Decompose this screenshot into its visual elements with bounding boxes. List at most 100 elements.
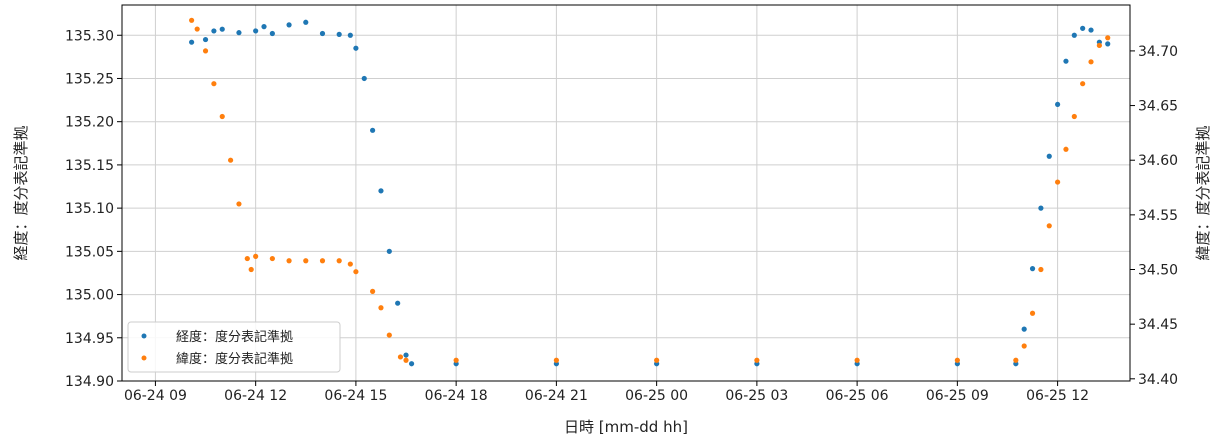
data-point: [386, 332, 392, 338]
y-left-tick-label: 134.90: [65, 374, 114, 390]
legend-label-latitude: 緯度：度分表記準拠: [176, 351, 293, 367]
data-point: [403, 352, 409, 358]
plot-frame: [121, 4, 1131, 382]
x-tick-label: 06-25 00: [625, 388, 688, 404]
x-tick-label: 06-24 15: [324, 388, 387, 404]
data-point: [1038, 266, 1044, 273]
data-point: [378, 305, 384, 311]
data-point: [253, 253, 259, 259]
data-point: [1046, 153, 1052, 159]
data-point: [408, 361, 415, 367]
data-point: [1055, 179, 1061, 185]
data-point: [386, 248, 392, 254]
legend: 経度：度分表記準拠 緯度：度分表記準拠: [127, 321, 341, 373]
data-point: [319, 30, 326, 37]
x-tick-label: 06-25 03: [725, 388, 788, 404]
data-point: [227, 157, 234, 163]
data-point: [1088, 27, 1094, 33]
data-point: [303, 258, 309, 264]
x-tick-label: 06-24 21: [525, 388, 588, 404]
legend-marker-latitude: [141, 355, 147, 361]
data-point: [353, 269, 359, 275]
y-right-tick-label: 34.50: [1138, 263, 1178, 279]
y-left-tick-label: 135.30: [65, 28, 114, 44]
data-point: [1105, 41, 1111, 47]
data-point: [211, 28, 217, 34]
data-point: [261, 24, 267, 30]
data-point: [1071, 32, 1077, 38]
data-point: [202, 48, 209, 54]
data-point: [236, 30, 242, 36]
data-point: [1055, 101, 1061, 108]
y-left-tick-label: 135.05: [65, 244, 114, 260]
data-point: [202, 36, 209, 43]
legend-marker-longitude: [141, 333, 147, 339]
data-point: [286, 22, 292, 28]
y-right-axis-ticks: 34.40 34.45 34.50 34.55 34.60 34.65 34.70: [1130, 44, 1178, 388]
y-left-axis-label: 経度：度分表記準拠: [12, 125, 30, 260]
y-left-tick-label: 135.20: [65, 115, 114, 131]
data-point: [1063, 146, 1069, 152]
data-point: [403, 357, 409, 363]
data-point: [189, 17, 195, 23]
y-right-tick-label: 34.70: [1138, 44, 1178, 60]
data-point: [269, 255, 275, 262]
data-point: [654, 357, 660, 363]
data-point: [303, 19, 309, 25]
data-point: [286, 258, 292, 264]
y-left-tick-label: 135.00: [65, 288, 114, 304]
data-point: [1046, 223, 1052, 229]
data-point: [1071, 113, 1077, 120]
data-point: [253, 28, 259, 34]
data-point: [1105, 35, 1111, 41]
data-point: [189, 39, 195, 45]
data-point: [353, 45, 359, 51]
data-point: [269, 30, 275, 37]
data-point: [1021, 326, 1027, 332]
data-point: [1013, 357, 1019, 363]
data-point: [1080, 25, 1086, 31]
y-right-tick-label: 34.45: [1138, 317, 1178, 333]
data-point: [1021, 343, 1027, 349]
legend-box: [127, 321, 341, 373]
y-left-axis-ticks: 134.90 134.95 135.00 135.05 135.10 135.15 135.…: [65, 28, 122, 390]
data-point: [1063, 58, 1069, 64]
y-left-tick-label: 135.25: [65, 71, 114, 87]
data-point: [395, 300, 401, 306]
data-point: [211, 81, 217, 87]
data-point: [854, 357, 860, 363]
series-points: [189, 17, 1111, 367]
data-point: [236, 201, 242, 207]
y-right-tick-label: 34.65: [1138, 99, 1178, 115]
y-right-tick-label: 34.55: [1138, 208, 1178, 224]
y-right-tick-label: 34.60: [1138, 153, 1178, 169]
data-point: [1029, 310, 1036, 316]
x-axis-label: 日時 [mm-dd hh]: [564, 418, 688, 436]
x-axis-ticks: 06-24 09 06-24 12 06-24 15 06-24 18 06-24 21…: [124, 381, 1089, 404]
y-right-axis-label: 緯度：度分表記準拠: [1194, 125, 1212, 260]
data-point: [954, 357, 960, 363]
data-point: [553, 357, 559, 363]
data-point: [453, 357, 459, 363]
data-point: [319, 258, 326, 264]
data-point: [1080, 81, 1086, 87]
y-left-tick-label: 134.95: [65, 331, 114, 347]
data-point: [336, 258, 342, 264]
data-point: [370, 127, 376, 133]
data-point: [248, 266, 254, 273]
x-tick-label: 06-25 06: [826, 388, 889, 404]
data-point: [1088, 59, 1094, 65]
data-point: [378, 188, 384, 194]
data-point: [219, 113, 225, 120]
x-tick-label: 06-24 18: [425, 388, 488, 404]
series-latitude: [189, 17, 1111, 363]
data-point: [244, 255, 250, 262]
y-left-tick-label: 135.10: [65, 201, 114, 217]
x-tick-label: 06-25 12: [1026, 388, 1089, 404]
data-point: [1038, 205, 1044, 211]
data-point: [347, 32, 353, 38]
y-right-tick-label: 34.40: [1138, 372, 1178, 388]
y-left-tick-label: 135.15: [65, 158, 114, 174]
data-point: [347, 261, 353, 267]
